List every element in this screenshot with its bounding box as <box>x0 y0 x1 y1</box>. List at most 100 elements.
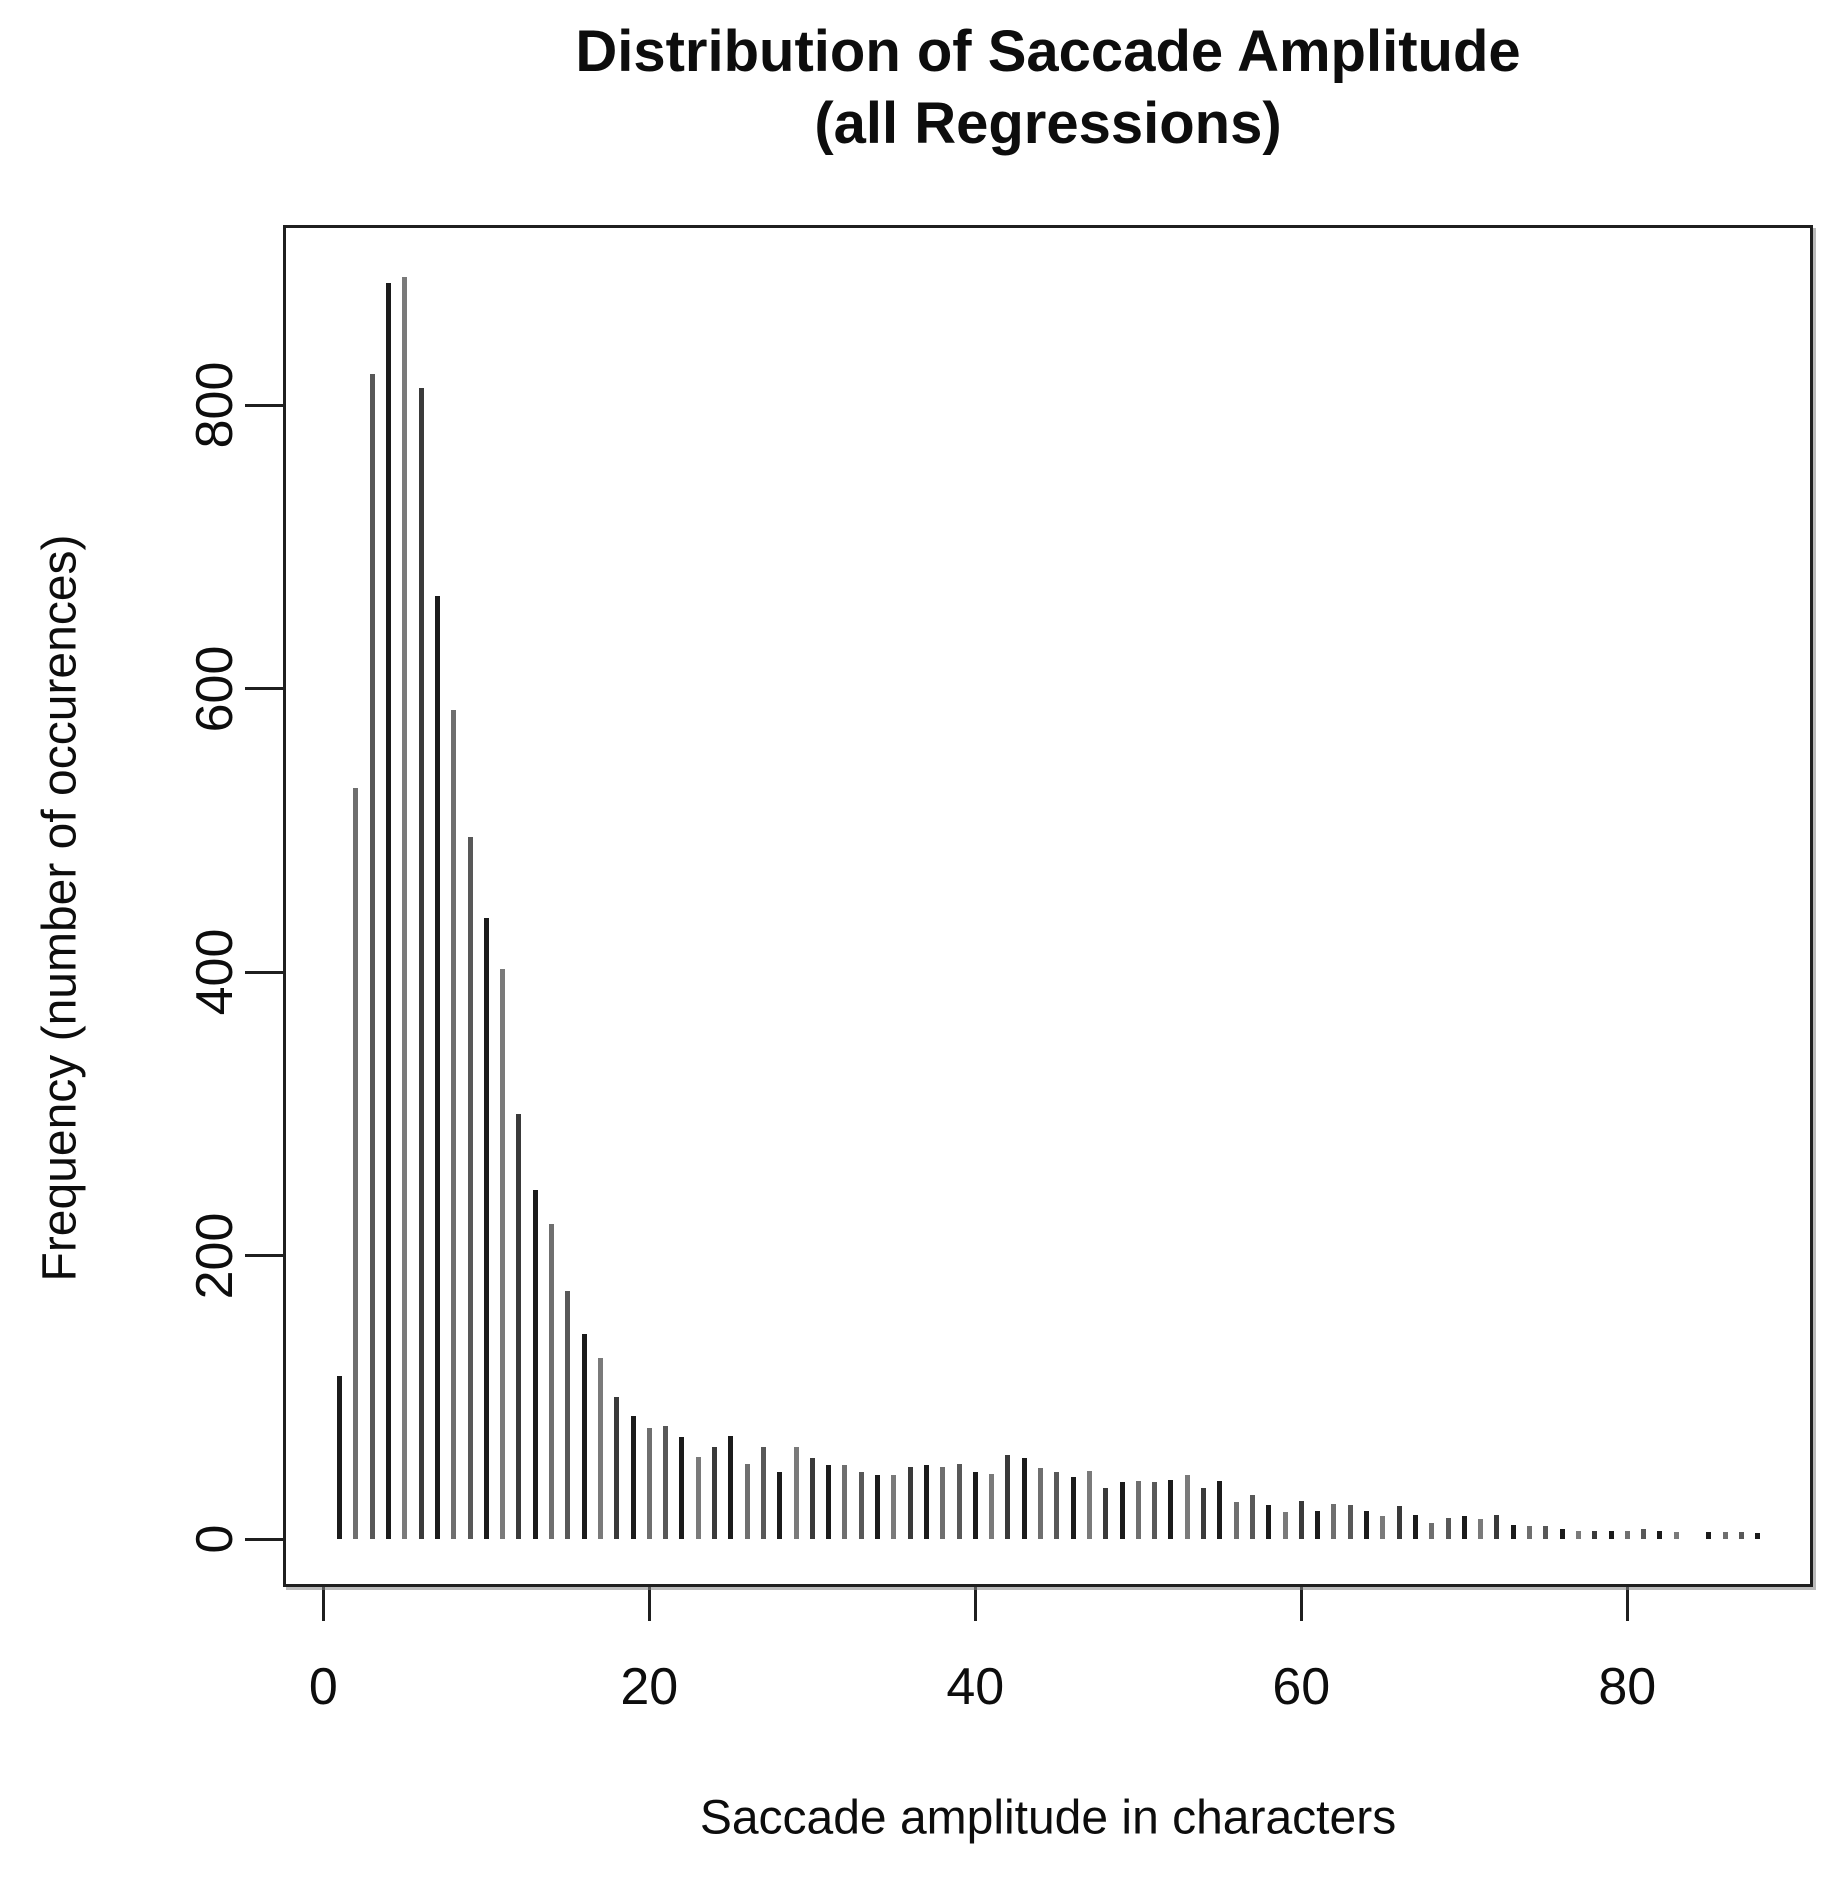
bar <box>712 1446 717 1539</box>
bar <box>1559 1529 1565 1539</box>
bar <box>1738 1531 1744 1539</box>
plot-area: 0 20 40 60 80 0 200 400 600 800 <box>186 225 1813 1716</box>
bar <box>1315 1510 1321 1540</box>
bar <box>418 388 424 1539</box>
bar <box>1217 1480 1223 1539</box>
y-axis-tick-label: 400 <box>186 928 244 1016</box>
bar <box>630 1415 636 1539</box>
bar <box>989 1473 995 1539</box>
bar <box>1364 1510 1369 1540</box>
bar <box>1494 1514 1500 1539</box>
x-axis-tick <box>321 1587 325 1621</box>
bar <box>1575 1530 1581 1539</box>
bar <box>1282 1512 1288 1539</box>
bar <box>434 596 440 1539</box>
bar <box>549 1224 554 1539</box>
bar <box>1461 1516 1467 1539</box>
bar <box>1201 1488 1206 1539</box>
bar <box>891 1475 897 1539</box>
bar <box>581 1333 587 1539</box>
bar <box>1184 1475 1190 1539</box>
bar <box>1412 1514 1418 1539</box>
bar <box>1429 1523 1435 1539</box>
bar <box>777 1472 783 1539</box>
bar <box>1608 1530 1614 1539</box>
bar <box>1755 1533 1761 1539</box>
y-axis-tick <box>245 1254 283 1257</box>
bar <box>728 1435 734 1539</box>
bar <box>1054 1472 1060 1539</box>
bar <box>369 373 375 1539</box>
x-axis-tick-label: 80 <box>1598 1658 1657 1716</box>
x-axis-tick-label: 0 <box>308 1658 338 1716</box>
bar <box>940 1466 946 1539</box>
x-axis-tick <box>647 1587 651 1621</box>
y-axis-tick-label: 600 <box>186 645 244 732</box>
bar <box>956 1463 962 1539</box>
y-axis-tick-label: 200 <box>186 1212 244 1299</box>
bar <box>386 283 391 1539</box>
bar <box>1152 1482 1158 1539</box>
bar <box>1249 1495 1255 1539</box>
x-axis-tick-label: 20 <box>620 1658 679 1716</box>
bar <box>1673 1531 1679 1539</box>
bar <box>1592 1530 1598 1539</box>
bar <box>1233 1502 1239 1539</box>
bar <box>1103 1488 1109 1539</box>
x-axis-tick-label: 60 <box>1272 1658 1331 1716</box>
bar <box>875 1475 880 1539</box>
bar <box>858 1472 864 1539</box>
bar <box>1510 1524 1516 1539</box>
bar <box>532 1190 538 1539</box>
bar <box>353 787 359 1539</box>
bar <box>1331 1503 1337 1539</box>
bar <box>402 277 408 1539</box>
bar <box>1021 1458 1027 1539</box>
bar <box>1380 1516 1386 1539</box>
bar <box>695 1456 701 1539</box>
y-axis-tick <box>245 687 283 690</box>
y-axis-label: Frequency (number of occurences) <box>33 534 87 1282</box>
bar <box>663 1425 669 1539</box>
bar <box>1038 1468 1043 1539</box>
chart-title-line2: (all Regressions) <box>814 91 1282 156</box>
bar <box>614 1397 620 1540</box>
bar <box>809 1458 815 1539</box>
bar <box>1641 1529 1647 1539</box>
bar <box>597 1357 603 1539</box>
bar <box>1070 1476 1076 1539</box>
bar <box>1396 1506 1402 1539</box>
y-axis-tick <box>245 1537 283 1541</box>
x-axis-label: Saccade amplitude in characters <box>699 1791 1397 1845</box>
bar <box>1266 1505 1272 1539</box>
x-axis-tick-label: 40 <box>946 1658 1005 1716</box>
bar <box>1657 1530 1663 1539</box>
bar <box>1298 1500 1304 1539</box>
bar <box>1347 1505 1353 1539</box>
bar <box>923 1465 929 1539</box>
chart-title-line1: Distribution of Saccade Amplitude <box>575 19 1521 84</box>
bar <box>1706 1531 1712 1539</box>
bar <box>793 1446 799 1539</box>
bar <box>500 969 506 1539</box>
bar <box>744 1463 750 1539</box>
bar <box>972 1472 978 1539</box>
bar <box>646 1428 652 1539</box>
bar <box>1168 1479 1174 1539</box>
bar <box>451 709 457 1539</box>
bar <box>1135 1480 1141 1539</box>
bar <box>1624 1530 1630 1539</box>
chart-title: Distribution of Saccade Amplitude (all R… <box>283 16 1813 160</box>
bar <box>842 1465 848 1539</box>
bar <box>565 1290 571 1539</box>
y-axis-tick <box>245 403 283 407</box>
x-axis-tick <box>973 1587 977 1621</box>
y-axis-tick <box>245 970 283 974</box>
bar <box>483 918 489 1539</box>
bar <box>1527 1526 1532 1539</box>
bar <box>1086 1471 1092 1539</box>
bar <box>1543 1526 1549 1539</box>
x-axis-tick <box>1299 1587 1303 1621</box>
bar <box>907 1466 913 1539</box>
